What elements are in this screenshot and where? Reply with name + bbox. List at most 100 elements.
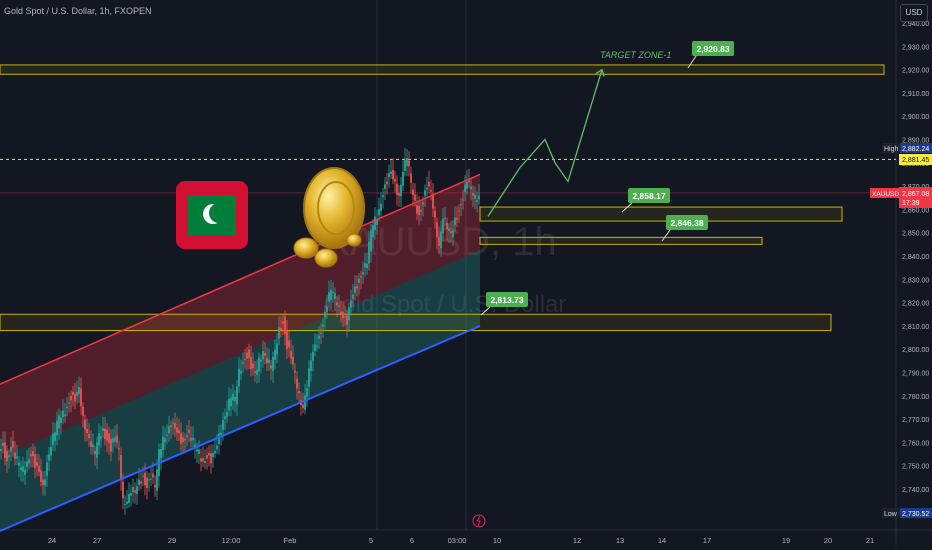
price-label-4[interactable]: 2,813.73 [480,292,528,316]
candle-body [436,222,438,238]
time-tick-label: 17 [703,536,711,545]
time-tick-label: 13 [616,536,624,545]
candle-body [348,307,350,321]
candle-body [458,210,460,212]
candle-body [410,173,412,183]
candle-body [430,190,432,192]
candle-body [434,210,436,218]
candle-body [342,311,344,319]
candle-body [350,300,352,308]
candle-body [110,438,112,452]
candle-body [308,368,310,387]
candle-body [444,217,446,219]
candle-body [2,442,4,446]
candle-body [80,388,82,407]
candle-body [474,194,476,199]
price-tick-label: 2,910.00 [902,91,929,98]
support-line [0,324,481,532]
candle-body [92,444,94,448]
candle-body [270,365,272,369]
candle-body [40,470,42,482]
candle-body [472,192,474,196]
candle-body [22,466,24,472]
candle-body [194,444,196,448]
target-zone-label: TARGET ZONE-1 [600,50,671,60]
trend-lines[interactable] [0,173,481,532]
candle-body [258,357,260,372]
candle-body [408,160,410,167]
candle-body [138,479,140,486]
candles[interactable] [0,147,480,515]
candle-body [30,454,32,457]
candle-body [64,414,66,417]
crescent-icon [203,203,229,224]
candle-body [56,420,58,436]
price-tick-label: 2,840.00 [902,254,929,261]
candle-body [246,352,248,359]
candle-body [224,416,226,420]
zone-3 [0,313,832,332]
candle-body [364,263,366,268]
symbol-title[interactable]: Gold Spot / U.S. Dollar, 1h, FXOPEN [4,6,152,16]
candle-body [362,271,364,275]
candle-body [374,216,376,230]
candle-body [392,169,394,180]
candle-body [68,402,70,404]
symbol-tag: XAUUSD [872,191,899,198]
time-axis[interactable]: 24 27 29 12:00 Feb 5 6 03:00 10 12 13 14 17 19 20 21 [48,536,874,545]
candle-body [456,217,458,220]
last-price: 2,867.08 [902,191,929,198]
candle-body [100,435,102,439]
candle-body [62,410,64,418]
candle-body [108,433,110,444]
candle-body [460,204,462,206]
candle-body [76,391,78,396]
candle-body [294,370,296,373]
channel-lower-fill [0,250,480,531]
candle-body [160,449,162,459]
candle-body [438,237,440,246]
maldives-flag-icon [176,181,248,249]
time-tick-label: 10 [493,536,501,545]
candle-body [20,467,22,470]
horizontal-zones[interactable] [0,64,896,332]
candle-body [136,486,138,494]
currency-button[interactable]: USD [900,4,928,22]
candle-body [168,426,170,434]
candle-body [402,172,404,186]
candle-body [240,371,242,374]
candle-body [310,360,312,371]
candle-body [386,181,388,185]
candle-body [130,493,132,496]
candle-body [26,461,28,467]
candle-body [182,437,184,442]
candle-body [256,369,258,375]
candle-body [232,393,234,401]
projection-path[interactable] [487,68,605,217]
candle-body [200,458,202,462]
candle-body [262,351,264,360]
candle-body [476,200,478,203]
price-scale[interactable]: 2,940.00 2,930.00 2,920.00 2,910.00 2,900.00… [902,21,929,494]
candle-body [344,316,346,318]
candle-body [238,368,240,387]
price-tick-label: 2,740.00 [902,487,929,494]
time-tick-label: 19 [782,536,790,545]
price-label-3[interactable]: 2,846.38 [661,215,708,242]
candle-body [282,321,284,324]
candle-body [156,469,158,491]
price-label-1[interactable]: 2,920.83 [687,41,734,69]
lightning-icon[interactable] [472,514,486,528]
candle-body [18,462,20,466]
candle-body [152,473,154,478]
candle-body [226,412,228,418]
price-label-2[interactable]: 2,858.17 [621,188,670,213]
channel-fill [0,174,480,531]
candle-body [44,479,46,486]
candle-body [322,324,324,327]
candle-body [466,181,468,189]
candle-body [78,386,80,395]
candle-body [464,184,466,192]
candle-body [50,447,52,456]
